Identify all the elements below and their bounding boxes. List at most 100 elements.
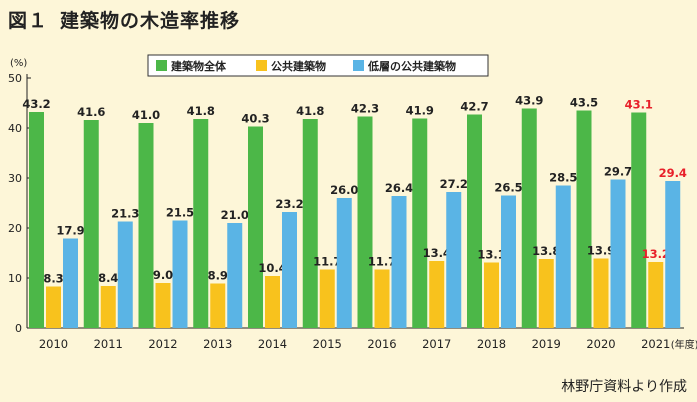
legend-swatch <box>353 60 364 71</box>
bar-value-label: 40.3 <box>241 112 269 126</box>
x-tick-label: 2021 <box>641 337 670 351</box>
bar-value-label: 11.7 <box>368 255 396 269</box>
bar-value-label: 21.3 <box>111 207 139 221</box>
x-tick-label: 2012 <box>148 337 177 351</box>
bar <box>467 114 482 328</box>
bar-value-label: 43.9 <box>515 94 543 108</box>
bar <box>248 126 263 328</box>
bar <box>391 196 407 328</box>
bar-value-label: 13.2 <box>642 247 670 261</box>
bar-value-label: 29.4 <box>659 166 687 180</box>
bar <box>319 269 335 328</box>
legend-box <box>147 54 489 77</box>
bar-value-label: 41.8 <box>187 104 215 118</box>
bar <box>593 258 609 328</box>
legend-label: 建築物全体 <box>171 59 227 73</box>
bar <box>100 286 116 328</box>
bar-value-label: 29.7 <box>604 165 632 179</box>
bar-value-label: 8.9 <box>208 269 228 283</box>
x-tick-label: 2020 <box>586 337 615 351</box>
bar <box>117 221 133 328</box>
bar <box>648 262 664 328</box>
bar-value-label: 11.7 <box>313 255 341 269</box>
bar <box>374 269 390 328</box>
bar-value-label: 10.4 <box>258 261 286 275</box>
legend-label: 公共建築物 <box>271 59 326 73</box>
bar-value-label: 8.3 <box>43 272 63 286</box>
bar <box>412 118 428 328</box>
bar <box>446 192 462 328</box>
y-tick-label: 0 <box>15 322 22 335</box>
y-tick-label: 30 <box>8 172 22 185</box>
x-unit-label: (年度) <box>671 338 697 351</box>
bar <box>357 116 373 328</box>
figure-title-text: 建築物の木造率推移 <box>60 10 241 32</box>
bar-value-label: 28.5 <box>549 171 577 185</box>
figure-number: 図１ <box>8 10 49 32</box>
bar <box>83 120 99 328</box>
bar-value-label: 21.0 <box>221 208 249 222</box>
bar <box>138 123 154 328</box>
x-tick-label: 2019 <box>532 337 561 351</box>
bar-value-label: 26.4 <box>385 181 413 195</box>
bar <box>538 259 554 328</box>
bar-value-label: 43.2 <box>22 97 50 111</box>
y-tick-label: 20 <box>8 222 22 235</box>
legend-swatch <box>256 60 267 71</box>
figure-title: 図１ 建築物の木造率推移 <box>8 6 240 33</box>
y-unit-label: (%) <box>10 58 27 69</box>
x-tick-label: 2018 <box>477 337 506 351</box>
bar <box>210 283 226 328</box>
bar-value-label: 8.4 <box>98 271 118 285</box>
bar-value-label: 23.2 <box>275 197 303 211</box>
x-tick-label: 2015 <box>313 337 342 351</box>
bar-value-label: 9.0 <box>153 268 173 282</box>
source-note: 林野庁資料より作成 <box>561 379 687 395</box>
bar-value-label: 26.5 <box>494 181 522 195</box>
legend-swatch <box>156 60 167 71</box>
x-tick-label: 2017 <box>422 337 451 351</box>
x-tick-label: 2010 <box>39 337 68 351</box>
bar <box>172 220 188 328</box>
bar-value-label: 41.9 <box>406 104 434 118</box>
bar <box>631 112 647 328</box>
bar <box>501 195 516 328</box>
bar-value-label: 41.8 <box>296 104 324 118</box>
bar <box>155 283 171 328</box>
bar <box>46 286 61 328</box>
bar-value-label: 41.0 <box>132 108 160 122</box>
bar-value-label: 13.8 <box>532 244 560 258</box>
bar-value-label: 43.5 <box>570 96 598 110</box>
x-tick-label: 2014 <box>258 337 287 351</box>
bar-value-label: 21.5 <box>166 206 194 220</box>
bar-value-label: 41.6 <box>77 105 105 119</box>
y-tick-label: 10 <box>8 272 22 285</box>
bar-value-label: 13.9 <box>587 244 615 258</box>
bar <box>484 262 499 328</box>
bar <box>193 119 209 328</box>
bar <box>576 110 592 328</box>
legend-label: 低層の公共建築物 <box>367 59 456 73</box>
bar-value-label: 42.7 <box>460 100 488 114</box>
bar-value-label: 13.4 <box>423 246 451 260</box>
bar <box>29 112 44 328</box>
bar-value-label: 27.2 <box>440 177 468 191</box>
x-tick-label: 2013 <box>203 337 232 351</box>
y-tick-label: 40 <box>8 122 22 135</box>
bar-value-label: 13.1 <box>477 248 505 262</box>
bar <box>665 181 681 328</box>
bar <box>63 238 78 328</box>
bar <box>429 261 445 328</box>
bar <box>521 108 537 328</box>
bar <box>336 198 352 328</box>
bar <box>282 212 297 328</box>
x-tick-label: 2016 <box>367 337 396 351</box>
bar <box>610 179 626 328</box>
bar <box>227 223 243 328</box>
bar-value-label: 42.3 <box>351 102 379 116</box>
bar <box>555 185 571 328</box>
x-tick-label: 2011 <box>94 337 123 351</box>
bar-value-label: 26.0 <box>330 183 358 197</box>
y-tick-label: 50 <box>8 72 22 85</box>
